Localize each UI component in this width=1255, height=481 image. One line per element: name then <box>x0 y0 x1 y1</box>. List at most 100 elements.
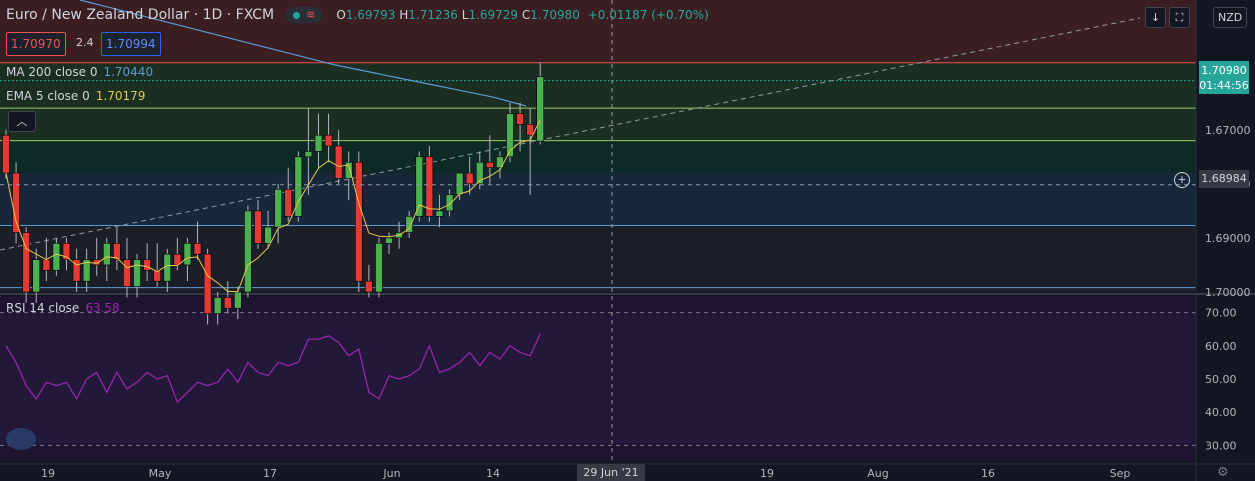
chevron-up-icon: ︿ <box>16 115 28 128</box>
candle-body <box>264 226 272 244</box>
time-tick-label: 14 <box>486 467 500 480</box>
wave-icon: ≋ <box>306 8 316 21</box>
candle-body <box>244 210 252 293</box>
candle-body <box>52 243 61 271</box>
high-value: 1.71236 <box>408 8 458 22</box>
trend-line <box>0 17 1141 251</box>
last-price-value: 1.70980 <box>1201 64 1247 77</box>
zone-grey <box>0 225 1196 292</box>
candle-body <box>375 243 383 293</box>
candle-body <box>183 243 192 266</box>
price-tick-label: 1.67000 <box>1205 124 1251 137</box>
market-status[interactable]: ≋ <box>286 7 323 23</box>
candle-body <box>455 172 464 195</box>
candle-body <box>133 259 141 287</box>
candle-body <box>163 253 172 282</box>
ema-legend[interactable]: EMA 5 close 0 1.70179 <box>6 89 145 103</box>
candle-body <box>425 156 434 217</box>
time-tick-label: 19 <box>41 467 55 480</box>
time-tick-label: 17 <box>263 467 277 480</box>
rsi-legend[interactable]: RSI 14 close 63.58 <box>6 301 120 315</box>
candle-body <box>486 161 494 168</box>
time-tick-label: 16 <box>981 467 995 480</box>
market-open-dot-icon <box>293 11 301 19</box>
candle-body <box>274 188 282 228</box>
candle-body <box>526 124 534 136</box>
candle-body <box>475 161 484 185</box>
candle-body <box>324 134 333 147</box>
candle-body <box>12 172 20 233</box>
close-value: 1.70980 <box>530 8 580 22</box>
candle-body <box>334 145 343 179</box>
ma-value: 1.70440 <box>103 65 154 79</box>
spread-value: 2.4 <box>76 36 94 49</box>
candle-body <box>22 232 30 293</box>
candle-body <box>153 270 161 282</box>
candle-body <box>92 259 101 266</box>
candle-body <box>294 156 303 217</box>
low-value: 1.69729 <box>468 8 519 22</box>
candle-body <box>304 151 313 158</box>
buy-button[interactable]: 1.70994 <box>101 32 161 56</box>
candle-body <box>213 297 222 314</box>
candles <box>2 62 545 325</box>
candle-body <box>223 297 232 309</box>
currency-button[interactable]: NZD <box>1213 7 1248 28</box>
time-tick-label: May <box>149 467 172 480</box>
candle-body <box>415 156 424 217</box>
zone-teal <box>0 140 1196 174</box>
gear-icon[interactable]: ⚙ <box>1217 465 1229 480</box>
ma-label: MA 200 close 0 <box>6 65 98 79</box>
candle-body <box>536 76 545 142</box>
chart-header: Euro / New Zealand Dollar · 1D · FXCM ≋ … <box>6 7 709 23</box>
candle-body <box>123 259 131 287</box>
rsi-tick-label: 50.00 <box>1205 373 1237 386</box>
candle-body <box>62 243 71 260</box>
rsi-tick-label: 60.00 <box>1205 340 1237 353</box>
last-price-label: 1.70980 01:44:56 <box>1199 61 1249 94</box>
candle-body <box>465 172 474 185</box>
time-tick-label: Sep <box>1110 467 1131 480</box>
fullscreen-icon: ⛶ <box>1175 11 1184 24</box>
download-button[interactable]: ↓ <box>1145 7 1166 28</box>
candle-body <box>435 210 444 217</box>
candle-body <box>254 210 262 244</box>
ohlc-values: O1.69793 H1.71236 L1.69729 C1.70980 +0.0… <box>336 8 709 22</box>
time-tick-label: Jun <box>382 467 400 480</box>
collapse-legend-button[interactable]: ︿ <box>8 111 36 132</box>
candle-body <box>103 243 111 266</box>
sell-button[interactable]: 1.70970 <box>6 32 66 56</box>
tradingview-logo-icon[interactable] <box>6 428 36 450</box>
arrow-down-icon: ↓ <box>1150 11 1161 24</box>
change-value: +0.01187 (+0.70%) <box>587 8 709 22</box>
crosshair-date-label: 29 Jun '21 <box>577 464 645 481</box>
candle-body <box>344 161 353 179</box>
zone-green <box>0 62 1196 141</box>
rsi-tick-label: 30.00 <box>1205 439 1237 452</box>
ma-legend[interactable]: MA 200 close 0 1.70440 <box>6 65 153 79</box>
candle-body <box>143 259 151 271</box>
candle-body <box>445 194 454 212</box>
symbol-title[interactable]: Euro / New Zealand Dollar · 1D · FXCM <box>6 7 275 23</box>
candle-body <box>193 243 202 255</box>
candle-body <box>113 243 121 260</box>
candle-body <box>516 113 524 125</box>
ma200-line <box>79 0 527 107</box>
candle-body <box>2 134 10 174</box>
crosshair-price-label: 1.68984 <box>1199 170 1249 188</box>
candle-body <box>506 113 514 158</box>
candle-body <box>385 237 393 244</box>
candle-body <box>354 161 363 282</box>
price-tick-label: 1.70000 <box>1205 286 1251 299</box>
rsi-tick-label: 70.00 <box>1205 307 1237 320</box>
rsi-label: RSI 14 close <box>6 301 80 315</box>
ema5-line <box>5 119 541 292</box>
zone-blue <box>0 173 1196 226</box>
add-alert-icon[interactable]: + <box>1174 172 1190 188</box>
candle-body <box>314 134 323 152</box>
candle-body <box>72 259 81 282</box>
fullscreen-button[interactable]: ⛶ <box>1169 7 1190 28</box>
open-value: 1.69793 <box>345 8 396 22</box>
time-tick-label: Aug <box>867 467 888 480</box>
